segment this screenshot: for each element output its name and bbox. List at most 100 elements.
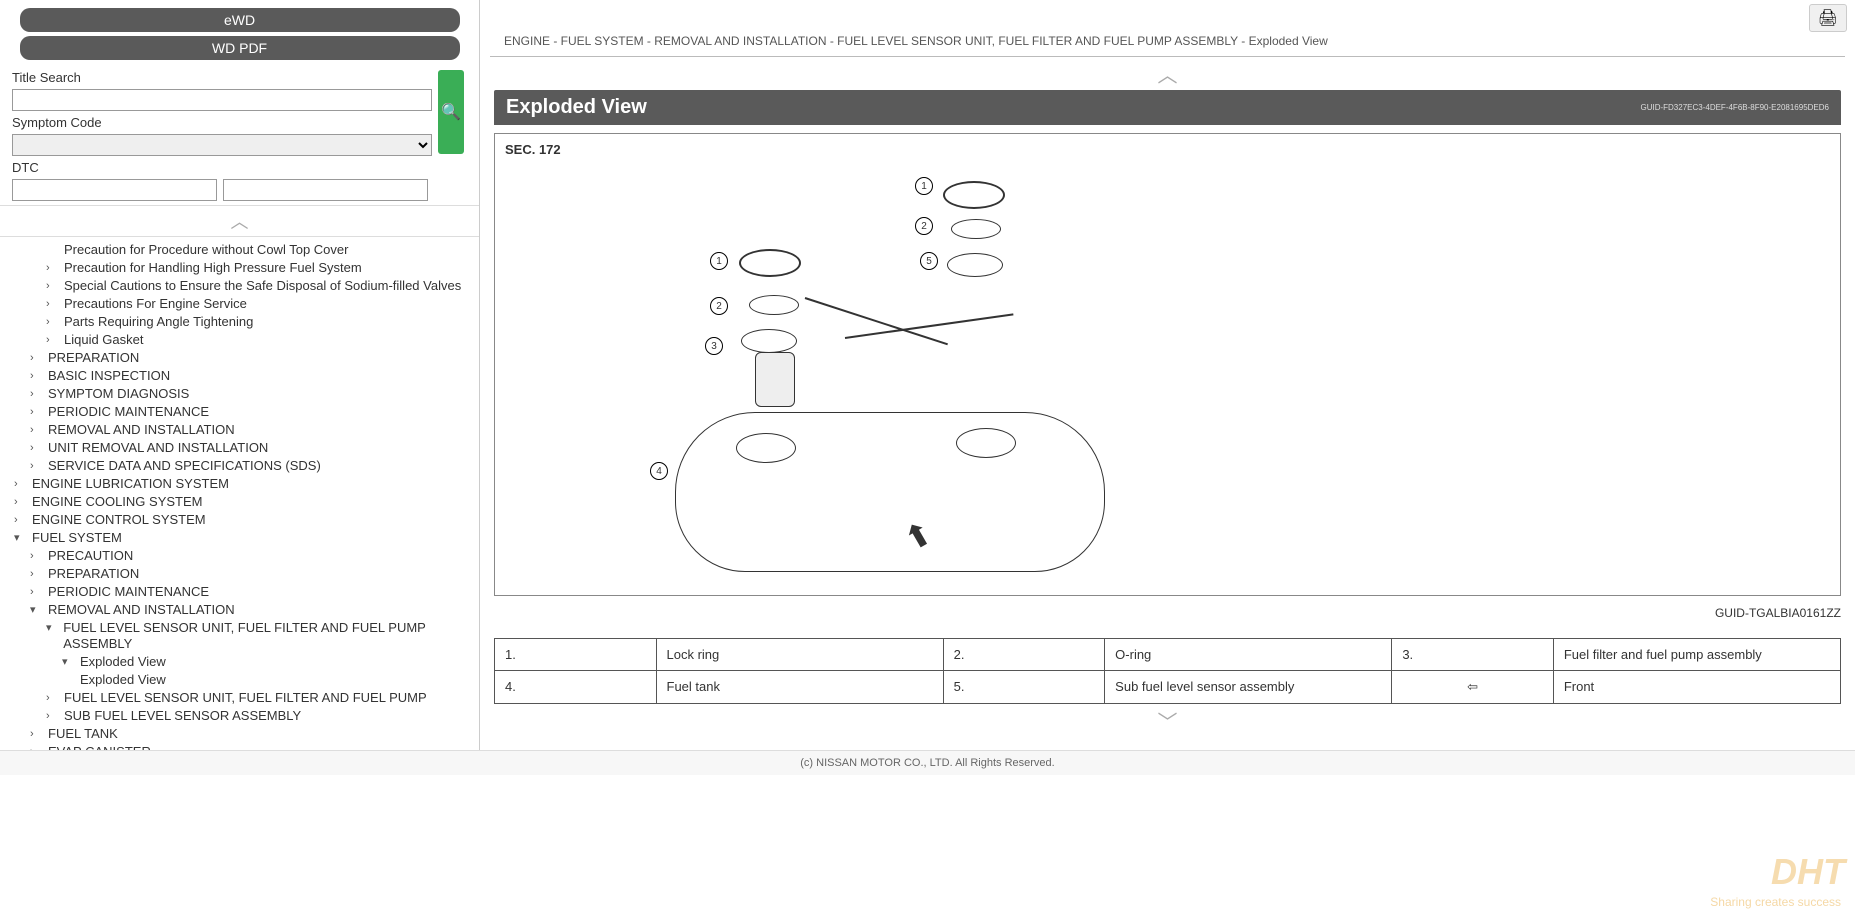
tree-item[interactable]: ›ENGINE COOLING SYSTEM — [8, 493, 469, 511]
dtc-input-2[interactable] — [223, 179, 428, 201]
part-pump-top — [741, 329, 797, 353]
tree-item[interactable]: ▾FUEL SYSTEM — [8, 529, 469, 547]
tree-item[interactable]: ›SYMPTOM DIAGNOSIS — [8, 385, 469, 403]
tree-item[interactable]: › Special Cautions to Ensure the Safe Dis… — [8, 277, 469, 295]
tab-ewd[interactable]: eWD — [20, 8, 460, 32]
content-collapse-down[interactable]: ﹀ — [480, 704, 1855, 737]
chevron-icon: › — [30, 368, 42, 384]
title-search-input[interactable] — [12, 89, 432, 111]
parts-table: 1. Lock ring 2. O-ring 3. Fuel filter an… — [494, 638, 1841, 704]
tree-item-label: REMOVAL AND INSTALLATION — [48, 602, 235, 618]
chevron-icon: › — [30, 726, 42, 742]
chevron-icon: › — [46, 278, 58, 294]
table-row: 1. Lock ring 2. O-ring 3. Fuel filter an… — [495, 639, 1841, 671]
chevron-icon: › — [46, 690, 58, 706]
tree-item[interactable]: ›SERVICE DATA AND SPECIFICATIONS (SDS) — [8, 457, 469, 475]
section-title-bar: Exploded View GUID-FD327EC3-4DEF-4F6B-8F… — [494, 90, 1841, 125]
part-lock-ring-right — [943, 181, 1005, 209]
tree-item[interactable]: ›REMOVAL AND INSTALLATION — [8, 421, 469, 439]
chevron-icon: ▾ — [46, 620, 57, 636]
tab-wdpdf[interactable]: WD PDF — [20, 36, 460, 60]
tree-item[interactable]: ›Parts Requiring Angle Tightening — [8, 313, 469, 331]
tree-item-label: BASIC INSPECTION — [48, 368, 170, 384]
tree-item[interactable]: ▾ FUEL LEVEL SENSOR UNIT, FUEL FILTER AND… — [8, 619, 469, 653]
tree-item-label: EVAP CANISTER — [48, 744, 151, 750]
tree-item-label: Liquid Gasket — [64, 332, 144, 348]
part-sensor-top — [947, 253, 1003, 277]
symptom-code-label: Symptom Code — [12, 115, 432, 130]
part-desc: Lock ring — [656, 639, 943, 671]
print-button[interactable]: 🖨 — [1809, 4, 1847, 32]
chevron-icon: › — [30, 566, 42, 582]
tree-item[interactable]: ›EVAP CANISTER — [8, 743, 469, 750]
tree-item[interactable]: ›Precautions For Engine Service — [8, 295, 469, 313]
tree-item[interactable]: Precaution for Procedure without Cowl To… — [8, 241, 469, 259]
callout-1a: 1 — [710, 252, 728, 270]
title-search-label: Title Search — [12, 70, 432, 85]
section-title: Exploded View — [506, 96, 647, 119]
chevron-icon: › — [46, 296, 58, 312]
tree-item[interactable]: › FUEL TANK — [8, 725, 469, 743]
exploded-view-diagram: 1 2 3 1 2 5 — [505, 157, 1830, 587]
tree-item[interactable]: ›ENGINE LUBRICATION SYSTEM — [8, 475, 469, 493]
tree-item[interactable]: Exploded View — [8, 671, 469, 689]
tree-item[interactable]: ›PRECAUTION — [8, 547, 469, 565]
symptom-code-select[interactable] — [12, 134, 432, 156]
content-pane: 🖨 ENGINE - FUEL SYSTEM - REMOVAL AND INS… — [480, 0, 1855, 750]
fuel-tube-1 — [805, 297, 948, 345]
tree-item[interactable]: ›PERIODIC MAINTENANCE — [8, 583, 469, 601]
tree-item-label: FUEL LEVEL SENSOR UNIT, FUEL FILTER AND … — [64, 690, 427, 706]
tree-item[interactable]: ▾Exploded View — [8, 653, 469, 671]
tree-item-label: Precaution for Handling High Pressure Fu… — [64, 260, 362, 276]
sidebar: eWD WD PDF Title Search Symptom Code DTC — [0, 0, 480, 750]
dtc-input-1[interactable] — [12, 179, 217, 201]
footer-copyright: (c) NISSAN MOTOR CO., LTD. All Rights Re… — [0, 750, 1855, 775]
callout-2b: 2 — [915, 217, 933, 235]
search-button[interactable]: 🔍 — [438, 70, 464, 154]
tree-item-label: PRECAUTION — [48, 548, 133, 564]
tree-item-label: PREPARATION — [48, 350, 139, 366]
tree-item[interactable]: ▾ REMOVAL AND INSTALLATION — [8, 601, 469, 619]
tree-item-label: FUEL TANK — [48, 726, 118, 742]
dtc-label: DTC — [12, 160, 432, 175]
tree-item-label: UNIT REMOVAL AND INSTALLATION — [48, 440, 268, 456]
breadcrumb: ENGINE - FUEL SYSTEM - REMOVAL AND INSTA… — [490, 0, 1845, 57]
callout-1b: 1 — [915, 177, 933, 195]
part-number: 2. — [943, 639, 1105, 671]
section-number: SEC. 172 — [505, 142, 561, 157]
tree-item[interactable]: › BASIC INSPECTION — [8, 367, 469, 385]
tree-item[interactable]: › FUEL LEVEL SENSOR UNIT, FUEL FILTER AND… — [8, 689, 469, 707]
chevron-icon: ▾ — [30, 602, 42, 618]
sidebar-collapse-chevron[interactable]: ︿ — [0, 206, 479, 236]
tree-item[interactable]: › PREPARATION — [8, 349, 469, 367]
callout-4: 4 — [650, 462, 668, 480]
chevron-icon: ▾ — [14, 530, 26, 546]
part-fuel-tank — [675, 412, 1105, 572]
tree-item[interactable]: ›Precaution for Handling High Pressure F… — [8, 259, 469, 277]
watermark-logo: DHT — [1771, 851, 1845, 893]
nav-tree[interactable]: Precaution for Procedure without Cowl To… — [0, 236, 479, 750]
part-number: 4. — [495, 671, 657, 704]
tank-opening-left — [736, 433, 796, 463]
tree-item[interactable]: ›ENGINE CONTROL SYSTEM — [8, 511, 469, 529]
content-collapse-up[interactable]: ︿ — [480, 57, 1855, 90]
chevron-icon: › — [14, 476, 26, 492]
chevron-icon: › — [30, 422, 42, 438]
tree-item-label: Special Cautions to Ensure the Safe Disp… — [64, 278, 461, 294]
part-pump-body — [755, 352, 795, 407]
tree-item[interactable]: ›Liquid Gasket — [8, 331, 469, 349]
chevron-icon: › — [46, 708, 58, 724]
tree-item-label: SERVICE DATA AND SPECIFICATIONS (SDS) — [48, 458, 321, 474]
callout-3: 3 — [705, 337, 723, 355]
chevron-icon: › — [30, 350, 42, 366]
tree-item-label: ENGINE COOLING SYSTEM — [32, 494, 202, 510]
tree-item[interactable]: ›PERIODIC MAINTENANCE — [8, 403, 469, 421]
tree-item-label: Parts Requiring Angle Tightening — [64, 314, 253, 330]
tank-opening-right — [956, 428, 1016, 458]
tree-item[interactable]: ›PREPARATION — [8, 565, 469, 583]
section-guid: GUID-FD327EC3-4DEF-4F6B-8F90-E2081695DED… — [1640, 103, 1829, 112]
tree-item[interactable]: ›UNIT REMOVAL AND INSTALLATION — [8, 439, 469, 457]
tree-item-label: FUEL LEVEL SENSOR UNIT, FUEL FILTER AND … — [63, 620, 469, 652]
tree-item[interactable]: ›SUB FUEL LEVEL SENSOR ASSEMBLY — [8, 707, 469, 725]
tab-bar: eWD WD PDF — [0, 0, 479, 64]
